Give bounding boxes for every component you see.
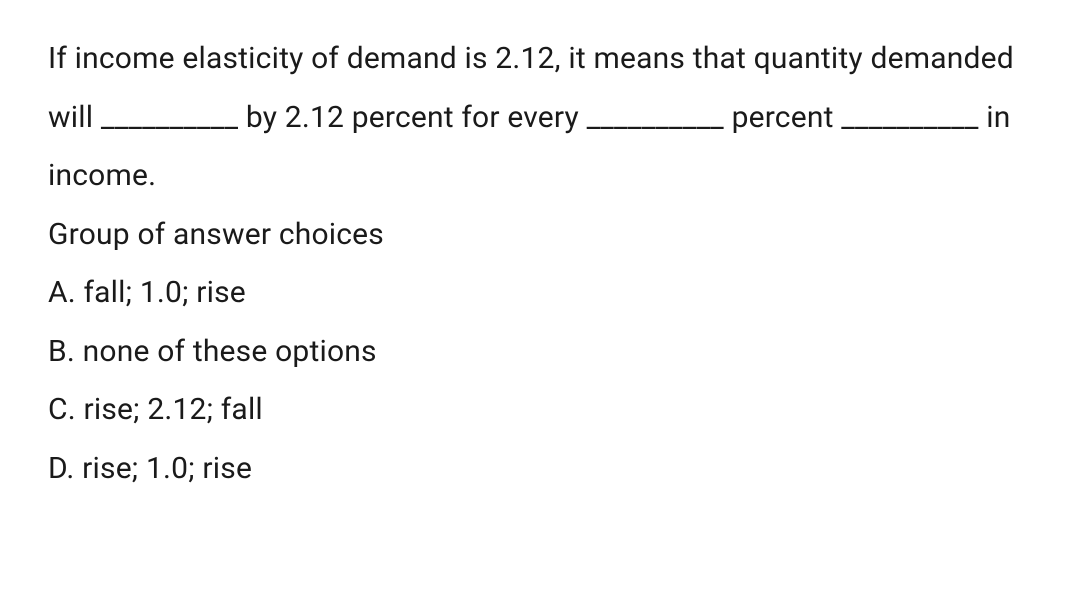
answer-choices-heading: Group of answer choices xyxy=(48,206,1032,265)
answer-option-b[interactable]: B. none of these options xyxy=(48,323,1032,382)
question-text: If income elasticity of demand is 2.12, … xyxy=(48,30,1032,206)
answer-option-d[interactable]: D. rise; 1.0; rise xyxy=(48,440,1032,499)
answer-option-c[interactable]: C. rise; 2.12; fall xyxy=(48,381,1032,440)
answer-option-a[interactable]: A. fall; 1.0; rise xyxy=(48,264,1032,323)
question-block: If income elasticity of demand is 2.12, … xyxy=(0,0,1080,498)
